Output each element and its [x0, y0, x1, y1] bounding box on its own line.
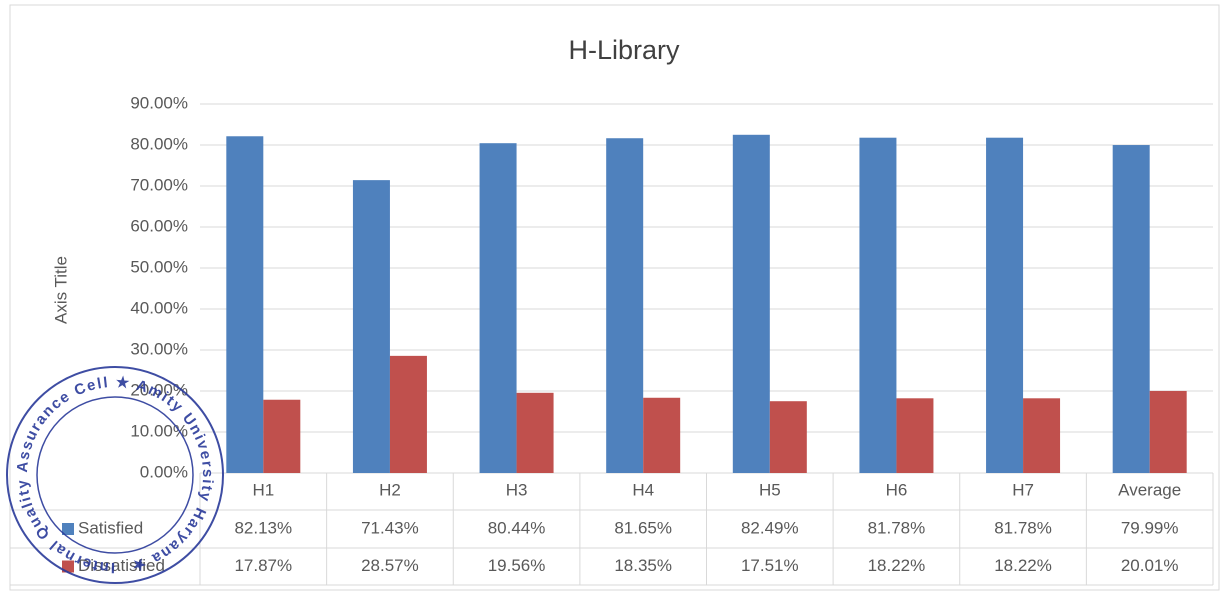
y-axis-title: Axis Title: [51, 256, 70, 324]
stamp-ring: [36, 396, 194, 554]
legend-label: Dissatisfied: [78, 556, 165, 575]
bar: [986, 137, 1024, 473]
bar: [1023, 398, 1061, 473]
x-tick-label: H6: [886, 480, 908, 499]
x-tick-label: H7: [1012, 480, 1034, 499]
table-value: 18.22%: [868, 556, 926, 575]
y-tick-label: 10.00%: [130, 421, 188, 440]
x-tick-label: H5: [759, 480, 781, 499]
table-value: 28.57%: [361, 556, 419, 575]
y-tick-label: 40.00%: [130, 298, 188, 317]
bar: [769, 401, 807, 473]
bar: [1112, 145, 1150, 473]
y-tick-label: 0.00%: [140, 462, 188, 481]
table-value: 17.87%: [234, 556, 292, 575]
x-tick-label: H1: [252, 480, 274, 499]
table-value: 81.78%: [868, 518, 926, 537]
table-value: 20.01%: [1121, 556, 1179, 575]
bar: [896, 398, 934, 473]
x-tick-label: H2: [379, 480, 401, 499]
legend-swatch: [62, 560, 74, 573]
bar: [263, 399, 301, 473]
table-value: 79.99%: [1121, 518, 1179, 537]
x-tick-label: Average: [1118, 480, 1181, 499]
bar: [516, 392, 554, 473]
bar: [643, 397, 681, 473]
y-tick-label: 70.00%: [130, 175, 188, 194]
chart-title: H-Library: [568, 35, 680, 65]
table-value: 71.43%: [361, 518, 419, 537]
x-tick-label: H4: [632, 480, 654, 499]
bar: [732, 134, 770, 473]
table-value: 18.22%: [994, 556, 1052, 575]
y-tick-label: 90.00%: [130, 93, 188, 112]
bar: [389, 355, 427, 473]
table-value: 81.78%: [994, 518, 1052, 537]
y-tick-label: 80.00%: [130, 134, 188, 153]
table-value: 19.56%: [488, 556, 546, 575]
legend-swatch: [62, 523, 74, 535]
table-value: 82.49%: [741, 518, 799, 537]
bar: [352, 180, 390, 473]
stamp-ring: [6, 366, 224, 584]
bar: [1149, 390, 1187, 473]
table-value: 17.51%: [741, 556, 799, 575]
bar: [226, 136, 264, 473]
legend-label: Satisfied: [78, 518, 143, 537]
table-value: 18.35%: [614, 556, 672, 575]
bar: [479, 143, 517, 474]
table-value: 81.65%: [614, 518, 672, 537]
x-tick-label: H3: [506, 480, 528, 499]
y-tick-label: 50.00%: [130, 257, 188, 276]
bar: [606, 138, 644, 474]
y-tick-label: 30.00%: [130, 339, 188, 358]
table-value: 82.13%: [234, 518, 292, 537]
table-value: 80.44%: [488, 518, 546, 537]
bar: [859, 137, 897, 473]
y-tick-label: 60.00%: [130, 216, 188, 235]
